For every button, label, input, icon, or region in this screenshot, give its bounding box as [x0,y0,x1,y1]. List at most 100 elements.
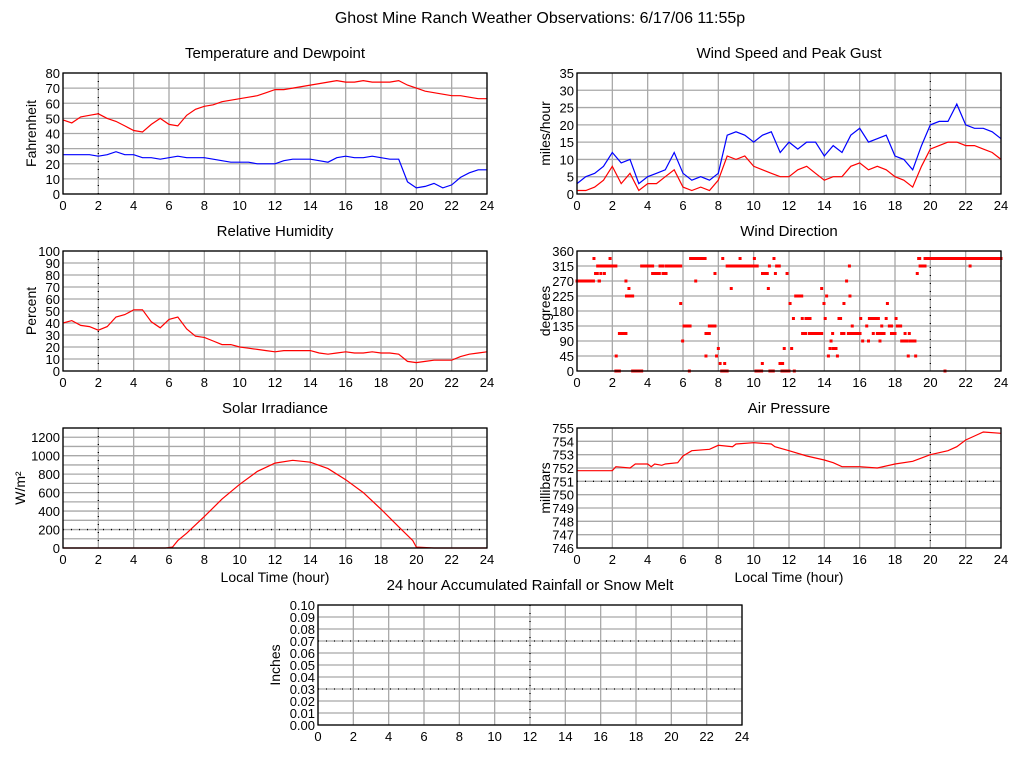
x-tick-label: 12 [268,552,282,567]
x-tick-label: 6 [165,552,172,567]
y-tick-label: 135 [552,319,574,334]
wind-direction-point [923,257,1003,260]
x-tick-label: 20 [923,198,937,213]
y-tick-label: 0.03 [290,682,315,697]
wind-direction-point [597,279,601,283]
wind-direction-point [859,317,863,320]
y-tick-label: 747 [552,528,574,543]
x-axis-label: Local Time (hour) [735,569,844,585]
y-tick-label: 748 [552,514,574,529]
wind-direction-point [917,257,922,260]
x-tick-label: 22 [958,375,972,390]
x-tick-label: 6 [679,375,686,390]
wind-direction-point [614,354,618,358]
x-tick-label: 4 [644,552,651,567]
y-tick-label: 225 [552,289,574,304]
wind-direction-point [721,257,725,260]
y-tick-label: 70 [46,280,60,295]
solar-irradiance-series-0-line [63,459,487,549]
wind-direction-point [884,317,888,320]
x-tick-label: 14 [558,729,572,744]
x-tick-label: 0 [573,552,580,567]
wind-direction-point [704,354,708,358]
x-tick-label: 10 [746,552,760,567]
y-tick-label: 25 [560,101,574,116]
y-tick-label: 0.04 [290,670,315,685]
wind-direction-chart: 0 2 4 6 8 10 12 14 16 18 20 22 240459013518022527031… [537,223,1008,390]
x-tick-label: 8 [715,552,722,567]
wind-direction-point [804,317,812,320]
wind-direction-point [968,264,972,268]
wind-direction-point [807,332,824,335]
wind-speed-gust-series-1-line [577,141,1002,192]
x-tick-label: 6 [420,729,427,744]
wind-direction-point [723,362,727,365]
x-tick-label: 4 [644,198,651,213]
y-tick-label: 200 [38,523,60,538]
wind-direction-point [661,272,668,275]
wind-direction-point [785,272,789,275]
y-tick-label: 10 [46,352,60,367]
y-tick-label: 0.05 [290,658,315,673]
wind-direction-point [887,324,893,328]
y-tick-label: 90 [46,256,60,271]
y-tick-label: 50 [46,304,60,319]
y-tick-label: 90 [560,334,574,349]
wind-direction-point [761,272,769,275]
wind-direction-point [689,257,707,260]
y-tick-label: 1000 [31,449,60,464]
temperature-dewpoint-series-0-line [62,79,487,133]
wind-direction-point [826,354,830,358]
y-tick-label: 0.09 [290,610,315,625]
x-tick-label: 22 [444,552,458,567]
y-tick-label: 315 [552,259,574,274]
wind-direction-point [752,257,756,260]
x-tick-label: 22 [444,375,458,390]
x-tick-label: 6 [679,552,686,567]
relative-humidity-chart: 0 2 4 6 8 10 12 14 16 18 20 22 240102030405060708090… [23,223,494,390]
y-tick-label: 50 [46,111,60,126]
wind-direction-point [861,339,865,343]
y-tick-label: 35 [560,66,574,81]
y-tick-label: 20 [46,157,60,172]
wind-direction-point [778,362,785,365]
wind-direction-point [782,347,786,350]
plot-frame [576,250,1002,372]
wind-direction-point [715,354,719,358]
temperature-dewpoint-series-1-line [63,151,487,189]
wind-direction-point [894,317,898,320]
x-tick-label: 18 [888,375,902,390]
y-axis-label: millibars [537,462,553,513]
y-tick-label: 270 [552,274,574,289]
wind-direction-point [794,294,804,298]
wind-direction-point [718,362,722,365]
wind-direction-point [681,339,685,343]
x-tick-label: 20 [664,729,678,744]
x-tick-label: 4 [130,552,137,567]
x-tick-label: 18 [629,729,643,744]
x-tick-label: 16 [338,375,352,390]
wind-direction-point [608,257,612,260]
wind-direction-point [845,279,849,283]
x-tick-label: 24 [480,552,494,567]
wind-direction-point [842,302,846,305]
y-tick-label: 360 [552,244,574,259]
wind-direction-point [599,272,603,275]
x-tick-label: 0 [59,198,66,213]
wind-direction-point [664,264,683,268]
x-tick-label: 10 [746,198,760,213]
y-tick-label: 753 [552,448,574,463]
x-tick-label: 24 [994,198,1008,213]
x-tick-label: 0 [59,375,66,390]
chart-title: Wind Direction [740,223,838,240]
y-axis-label: miles/hour [537,101,553,166]
wind-direction-point [624,294,635,298]
x-tick-label: 22 [699,729,713,744]
wind-direction-point [903,332,907,335]
wind-direction-point [725,264,759,268]
x-tick-label: 10 [487,729,501,744]
wind-direction-point [713,272,717,275]
wind-direction-point [624,279,628,283]
wind-direction-point [729,287,733,290]
x-tick-label: 16 [593,729,607,744]
